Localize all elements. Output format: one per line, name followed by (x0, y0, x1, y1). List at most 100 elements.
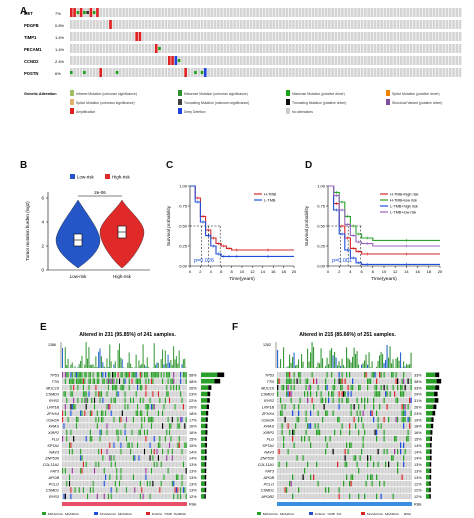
mutation-cell (163, 410, 165, 416)
mutation-cell (341, 493, 343, 500)
mutation-cell (71, 480, 73, 487)
mutation-cell (162, 372, 164, 378)
cell (233, 8, 236, 17)
mutation-cell (178, 442, 180, 448)
mutation-cell (75, 423, 78, 429)
cell (448, 8, 452, 17)
mutation-cell (341, 429, 343, 436)
mutation-cell (95, 493, 97, 500)
mutation-cell (352, 423, 354, 429)
mutation-cell (121, 448, 123, 455)
cell (354, 56, 357, 65)
mutation-cell (156, 436, 158, 442)
mutation-cell (346, 391, 348, 397)
mutation-cell (410, 384, 412, 391)
x-tick-label: 16 (271, 269, 276, 274)
cell (236, 56, 240, 65)
mutation-cell (397, 416, 399, 423)
mutation-cell (322, 429, 324, 436)
mutation-cell (89, 487, 91, 493)
mutation-cell (391, 410, 393, 416)
mutation-cell (131, 429, 133, 436)
mutation-cell (177, 436, 179, 442)
cell (109, 32, 112, 41)
mutation-cell (347, 436, 349, 442)
cell (301, 56, 305, 65)
mutation-cell (326, 468, 328, 474)
mutation-cell (137, 429, 139, 436)
mutation-cell (383, 391, 385, 397)
gene-bar (204, 462, 207, 467)
mutation-cell (138, 416, 140, 423)
mutation-cell (155, 384, 157, 391)
mutation-cell (401, 423, 403, 429)
mutation-cell (123, 461, 125, 468)
mutation-cell (139, 436, 141, 442)
gene-bar (201, 410, 207, 416)
cell (318, 68, 321, 77)
panel-letter-b: B (20, 160, 28, 171)
mutation-cell (398, 480, 400, 487)
mutation-cell (81, 372, 83, 378)
mutation-cell (367, 429, 369, 436)
mutation-cell (368, 480, 370, 487)
mutation-cell (326, 416, 328, 423)
alteration-mark (154, 44, 158, 53)
mutation-cell (343, 461, 345, 468)
mutation-cell (316, 487, 318, 493)
cell (272, 68, 276, 77)
mutation-cell (149, 391, 151, 397)
tmb-bar (298, 359, 300, 368)
mutation-cell (358, 404, 360, 410)
mutation-cell (403, 487, 405, 493)
mutation-cell (383, 474, 385, 480)
mutation-cell (308, 384, 310, 391)
mutation-cell (177, 480, 179, 487)
mutation-cell (284, 461, 286, 468)
mutation-cell (410, 410, 412, 416)
cell (236, 44, 240, 53)
tmb-bar (95, 356, 97, 368)
mutation-cell (170, 474, 172, 480)
mutation-cell (395, 410, 397, 416)
mutation-cell (175, 468, 178, 474)
gene-label: FAT3 (265, 470, 275, 474)
mutation-cell (374, 493, 376, 500)
cell (132, 56, 135, 65)
cell (285, 32, 289, 41)
mutation-cell (409, 416, 411, 423)
mutation-cell (70, 474, 72, 480)
mutation-cell (120, 455, 122, 461)
mutation-cell (367, 487, 369, 493)
mutation-cell (155, 436, 157, 442)
mutation-cell (84, 493, 86, 500)
mutation-cell (401, 372, 403, 378)
mutation-cell (344, 410, 346, 416)
mutation-cell (155, 429, 157, 436)
cell (422, 56, 426, 65)
mutation-cell (377, 378, 379, 384)
mutation-cell (407, 487, 409, 493)
gene-bar (426, 398, 435, 403)
gene-percent: 16% (189, 425, 197, 429)
mutation-cell (329, 410, 331, 416)
mutation-cell (367, 397, 369, 404)
mutation-cell (185, 391, 187, 397)
mutation-cell (67, 372, 69, 378)
mutation-cell (91, 372, 93, 378)
mutation-cell (377, 404, 379, 410)
cell (148, 44, 152, 53)
mutation-cell (317, 474, 319, 480)
mutation-cell (334, 429, 336, 436)
cell (269, 20, 272, 29)
mutation-cell (289, 436, 291, 442)
mutation-cell (167, 455, 169, 461)
gene-label: MET (24, 11, 33, 16)
mutation-cell (106, 391, 108, 397)
mutation-cell (347, 404, 349, 410)
mutation-cell (301, 372, 303, 378)
mutation-cell (331, 429, 333, 436)
cell (288, 56, 292, 65)
mutation-cell (103, 410, 105, 416)
mutation-cell (322, 372, 324, 378)
